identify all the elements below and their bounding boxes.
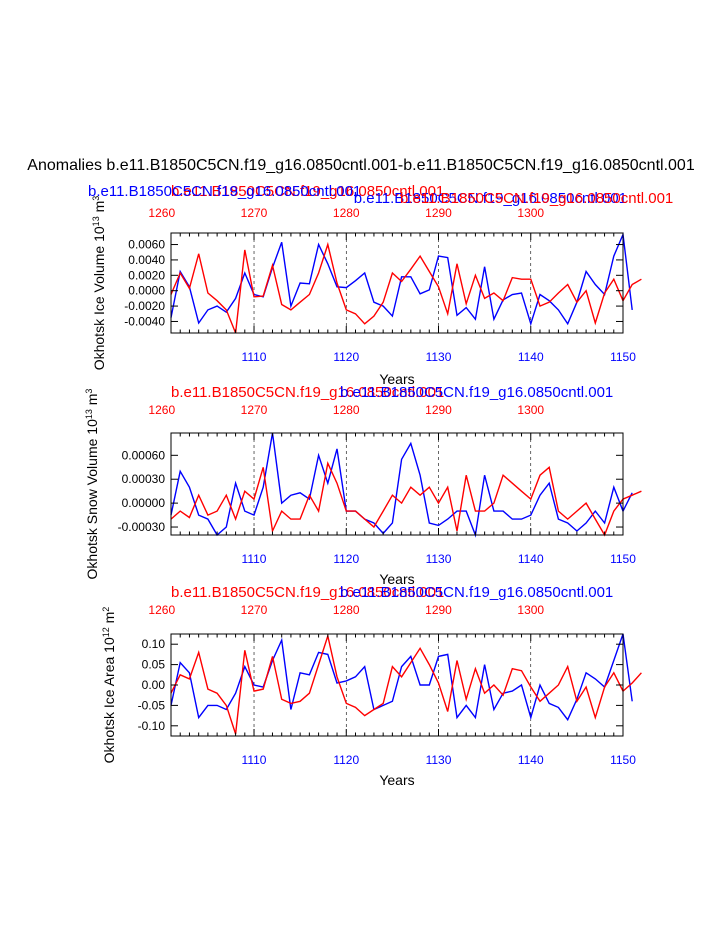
x-tick-label-top: 1270 xyxy=(241,403,268,417)
series-line-red xyxy=(170,241,642,334)
y-axis-title-exponent: 12 xyxy=(101,627,111,637)
y-tick-label: -0.10 xyxy=(138,719,166,733)
y-tick-label: 0.10 xyxy=(142,637,166,651)
y-tick-label: -0.05 xyxy=(138,698,166,712)
x-tick-label-top: 1300 xyxy=(517,403,544,417)
top-run-label: b.e11.B1850C5CN.f19_g16.0850cntl.001 xyxy=(171,183,444,200)
y-tick-label: -0.0020 xyxy=(124,299,165,313)
y-axis-title-exponent: 13 xyxy=(91,216,101,226)
y-axis-title-text: Okhotsk Snow Volume 10 xyxy=(84,419,100,580)
y-tick-label: 0.0060 xyxy=(128,238,165,252)
x-axis-title: Years xyxy=(379,772,414,788)
series-line-blue xyxy=(170,633,633,722)
x-tick-label-bottom: 1150 xyxy=(610,753,636,767)
x-tick-label-top: 1290 xyxy=(425,206,452,220)
y-tick-label: 0.05 xyxy=(142,658,166,672)
x-tick-label-bottom: 1110 xyxy=(242,350,267,364)
x-tick-label-top: 1280 xyxy=(333,603,360,617)
series-line-blue xyxy=(170,231,633,327)
x-tick-label-bottom: 1150 xyxy=(610,552,636,566)
chart-panel-2: b.e11.B1850C5CN.f19_g16.0850cntl.001b.e1… xyxy=(84,384,642,587)
chart-main-title: Anomalies b.e11.B1850C5CN.f19_g16.0850cn… xyxy=(27,157,695,174)
y-axis-title: Okhotsk Ice Area 1012 m2 xyxy=(101,607,117,764)
y-tick-label: 0.00030 xyxy=(122,472,166,486)
y-tick-label: 0.0020 xyxy=(128,268,165,282)
series-line-blue xyxy=(170,432,633,538)
plot-frame xyxy=(170,232,624,334)
y-axis-title: Okhotsk Snow Volume 1013 m3 xyxy=(84,389,100,580)
y-tick-label: 0.00 xyxy=(142,678,166,692)
x-tick-label-top: 1290 xyxy=(425,603,452,617)
x-tick-label-top: 1270 xyxy=(241,603,268,617)
y-tick-label: 0.00000 xyxy=(122,496,166,510)
series-line-red xyxy=(170,461,642,537)
x-tick-label-top: 1280 xyxy=(333,206,360,220)
x-tick-label-bottom: 1140 xyxy=(518,552,544,566)
y-axis-title-text: Okhotsk Ice Volume 10 xyxy=(91,226,107,370)
x-axis-title: Years xyxy=(379,571,414,587)
y-tick-label: -0.0040 xyxy=(124,314,165,328)
y-axis-title-unit-exponent: 3 xyxy=(84,389,94,394)
x-tick-label-top: 1270 xyxy=(241,206,268,220)
y-axis-title-unit: m xyxy=(91,201,107,217)
x-tick-label-bottom: 1130 xyxy=(426,552,452,566)
y-axis-title-unit: m xyxy=(101,612,117,628)
chart-panel-3: b.e11.B1850C5CN.f19_g16.0850cntl.001b.e1… xyxy=(101,584,642,788)
x-tick-label-top: 1300 xyxy=(517,206,544,220)
x-tick-label-bottom: 1140 xyxy=(518,350,544,364)
y-axis-title-text: Okhotsk Ice Area 10 xyxy=(101,637,117,763)
x-tick-label-top: 1260 xyxy=(148,206,175,220)
x-axis-title: Years xyxy=(379,371,414,387)
x-tick-label-top: 1280 xyxy=(333,403,360,417)
top-run-label: b.e11.B1850C5CN.f19_g16.0850cntl.001 xyxy=(171,384,444,401)
x-tick-label-top: 1290 xyxy=(425,403,452,417)
x-tick-label-top: 1300 xyxy=(517,603,544,617)
x-tick-label-bottom: 1120 xyxy=(333,552,359,566)
x-tick-label-bottom: 1130 xyxy=(426,753,452,767)
top-run-label: b.e11.B1850C5CN.f19_g16.0850cntl.001 xyxy=(340,384,613,401)
y-tick-label: 0.00060 xyxy=(122,448,166,462)
y-axis-title-unit: m xyxy=(84,394,100,410)
top-run-label: b.e11.B1850C5CN.f19_g16.0850cntl.001 xyxy=(340,584,613,601)
y-tick-label: 0.0040 xyxy=(128,253,165,267)
x-tick-label-bottom: 1110 xyxy=(242,552,267,566)
y-axis-title-unit-exponent: 2 xyxy=(101,607,111,612)
series-line-red xyxy=(170,633,642,735)
x-tick-label-bottom: 1140 xyxy=(518,753,544,767)
top-run-label: b.e11.B1850C5CN.f19_g16.0850cntl.001 xyxy=(171,584,444,601)
y-axis-title-exponent: 13 xyxy=(84,409,94,419)
y-tick-label: 0.0000 xyxy=(128,284,165,298)
x-tick-label-top: 1260 xyxy=(148,403,175,417)
x-tick-label-bottom: 1110 xyxy=(242,753,267,767)
y-axis-title: Okhotsk Ice Volume 1013 m3 xyxy=(91,196,107,371)
x-tick-label-bottom: 1130 xyxy=(426,350,452,364)
top-run-label: b.e11.B1850C5CN.f19_g16.0850cntl.001 xyxy=(400,190,673,207)
top-run-label: b.e11.B1850C5CN.f19_g16.0850cntl.001 xyxy=(88,183,361,200)
x-tick-label-bottom: 1120 xyxy=(333,753,359,767)
top-run-label: b.e11.B1850C5CN.f19_g16.0850cntl.001 xyxy=(354,190,627,207)
y-axis-title-unit-exponent: 3 xyxy=(91,196,101,201)
x-tick-label-top: 1260 xyxy=(148,603,175,617)
chart-panel-1: b.e11.B1850C5CN.f19_g16.0850cntl.001b.e1… xyxy=(88,183,673,387)
x-tick-label-bottom: 1120 xyxy=(333,350,359,364)
plot-frame xyxy=(170,432,624,536)
y-tick-label: -0.00030 xyxy=(118,520,166,534)
x-tick-label-bottom: 1150 xyxy=(610,350,636,364)
panels-group: b.e11.B1850C5CN.f19_g16.0850cntl.001b.e1… xyxy=(84,183,673,788)
